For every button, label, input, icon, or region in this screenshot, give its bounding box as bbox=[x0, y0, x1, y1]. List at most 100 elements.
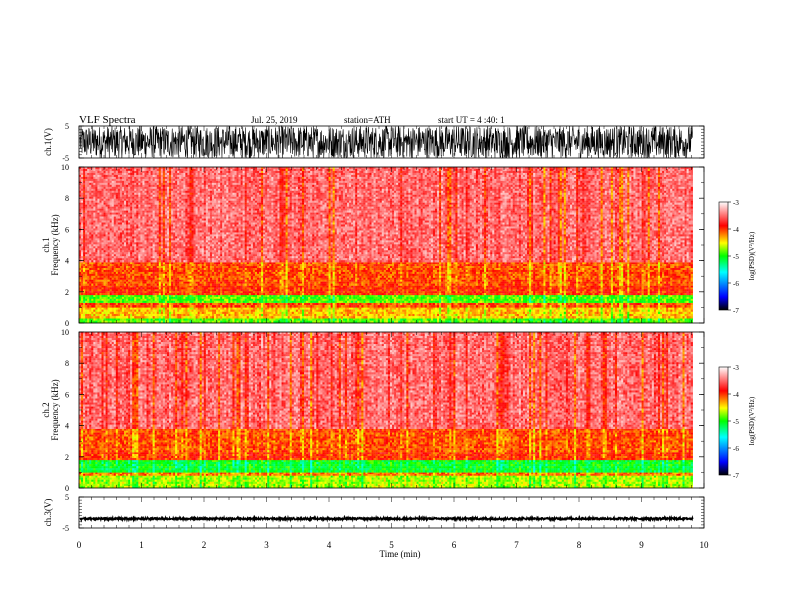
ch1-spectrogram-cell bbox=[572, 301, 574, 303]
ch1-spectrogram-cell bbox=[247, 310, 249, 312]
ch1-spectrogram-cell bbox=[568, 303, 570, 306]
ch1-spectrogram-cell bbox=[241, 295, 243, 297]
ch1-spectrogram-cell bbox=[507, 305, 509, 308]
ch1-spectrogram-cell bbox=[517, 312, 519, 314]
ch1-spectrogram-cell bbox=[138, 316, 140, 318]
ch1-spectrogram-cell bbox=[472, 314, 474, 316]
ch1-spectrogram-cell bbox=[365, 307, 367, 309]
ch1-spectrogram-cell bbox=[685, 303, 687, 306]
ch1-spectrogram-cell bbox=[595, 303, 597, 306]
ch1-spectrogram-cell bbox=[478, 316, 480, 318]
ch1-spectrogram-cell bbox=[570, 314, 572, 316]
ch1-spectrogram-cell bbox=[237, 310, 239, 312]
ch1-spectrogram-cell bbox=[566, 301, 568, 303]
ch1-spectrogram-cell bbox=[609, 305, 611, 308]
ch1-spectrogram-cell bbox=[302, 297, 304, 299]
ch1-spectrogram-cell bbox=[181, 305, 183, 308]
ch1-spectrogram-cell bbox=[351, 305, 353, 308]
ch1-spectrogram-cell bbox=[539, 310, 541, 312]
ch1-spectrogram-cell bbox=[525, 301, 527, 303]
ch1-spectrogram-cell bbox=[531, 307, 533, 309]
ch1-spectrogram-cell bbox=[374, 318, 376, 321]
ch1-spectrogram-cell bbox=[128, 303, 130, 306]
ch1-spectrogram-cell bbox=[623, 316, 625, 318]
ch1-spectrogram-cell bbox=[155, 299, 157, 301]
ch1-spectrogram-cell bbox=[151, 307, 153, 309]
ch1-spectrogram-cell bbox=[187, 297, 189, 299]
ch1-spectrogram-cell bbox=[588, 316, 590, 318]
ch1-spectrogram-cell bbox=[421, 295, 423, 297]
ch1-spectrogram-cell bbox=[241, 303, 243, 306]
ch1-spectrogram-cell bbox=[523, 299, 525, 301]
ch1-spectrogram-cell bbox=[204, 312, 206, 314]
ch1-spectrogram-cell bbox=[294, 310, 296, 312]
ch1-spectrogram-cell bbox=[423, 307, 425, 309]
ch1-spectrogram-cell bbox=[376, 318, 378, 321]
ch1-spectrogram-cell bbox=[263, 318, 265, 321]
ch1-spectrogram-cell bbox=[445, 301, 447, 303]
ch1-spectrogram-cell bbox=[320, 303, 322, 306]
ch1-spectrogram-cell bbox=[106, 301, 108, 303]
ch1-spectrogram-cell bbox=[335, 301, 337, 303]
ch1-spectrogram-cell bbox=[144, 314, 146, 316]
ch1-spectrogram-cell bbox=[425, 318, 427, 321]
ch1-spectrogram-cell bbox=[370, 310, 372, 312]
ch1-spectrogram-cell bbox=[232, 301, 234, 303]
ch1-spectrogram-cell bbox=[507, 314, 509, 316]
ch1-spectrogram-cell bbox=[251, 297, 253, 299]
ch1-spectrogram-cell bbox=[337, 301, 339, 303]
ch1-spectrogram-cell bbox=[237, 295, 239, 297]
ch1-spectrogram-cell bbox=[97, 291, 99, 293]
ch1-spectrogram-cell bbox=[310, 318, 312, 321]
ch1-spectrogram-cell bbox=[531, 310, 533, 312]
ch1-spectrogram-cell bbox=[564, 307, 566, 309]
ch1-spectrogram-cell bbox=[185, 303, 187, 306]
ch1-spectrogram-cell bbox=[349, 312, 351, 314]
ch1-spectrogram-cell bbox=[431, 305, 433, 308]
ch1-spectrogram-cell bbox=[453, 295, 455, 297]
ch1-spectrogram-cell bbox=[445, 318, 447, 321]
ch1-spectrogram-cell bbox=[558, 297, 560, 299]
ch1-spectrogram-cell bbox=[435, 297, 437, 299]
ch1-spectrogram-cell bbox=[505, 295, 507, 297]
ch1-spectrogram-cell bbox=[259, 297, 261, 299]
ch1-spectrogram-cell bbox=[81, 287, 83, 289]
ch1-spectrogram-cell bbox=[527, 299, 529, 301]
ch1-spectrogram-cell bbox=[112, 297, 114, 299]
ch1-spectrogram-cell bbox=[296, 297, 298, 299]
ch1-spectrogram-cell bbox=[124, 307, 126, 309]
ch1-spectrogram-cell bbox=[163, 297, 165, 299]
ch1-spectrogram-cell bbox=[144, 307, 146, 309]
ch1-spectrogram-cell bbox=[261, 314, 263, 316]
ch1-spectrogram-cell bbox=[646, 297, 648, 299]
ch1-spectrogram-cell bbox=[312, 303, 314, 306]
ch1-spectrogram-cell bbox=[85, 307, 87, 309]
ch1-spectrogram-cell bbox=[558, 295, 560, 297]
ch1-spectrogram-cell bbox=[95, 286, 97, 288]
ch1-spectrogram-cell bbox=[560, 303, 562, 306]
ch1-spectrogram-cell bbox=[304, 307, 306, 309]
ch1-spectrogram-cell bbox=[130, 318, 132, 321]
ch1-spectrogram-cell bbox=[359, 307, 361, 309]
ch1-spectrogram-cell bbox=[355, 301, 357, 303]
ch1-spectrogram-cell bbox=[486, 307, 488, 309]
ch1-spectrogram-cell bbox=[515, 295, 517, 297]
ch1-spectrogram-cell bbox=[572, 307, 574, 309]
ch1-spectrogram-cell bbox=[286, 318, 288, 321]
ch1-spectrogram-cell bbox=[165, 297, 167, 299]
ch1-spectrogram-cell bbox=[545, 318, 547, 321]
ch1-spectrogram-cell bbox=[517, 297, 519, 299]
ch1-spectrogram-cell bbox=[656, 316, 658, 318]
ch1-spectrogram-cell bbox=[470, 301, 472, 303]
ch1-spectrogram-cell bbox=[192, 310, 194, 312]
ch1-spectrogram-cell bbox=[120, 301, 122, 303]
ch1-spectrogram-cell bbox=[578, 318, 580, 321]
ch1-spectrogram-cell bbox=[390, 307, 392, 309]
ch1-spectrogram-cell bbox=[163, 303, 165, 306]
ch1-spectrogram-cell bbox=[691, 316, 693, 318]
ch1-spectrogram-cell bbox=[384, 310, 386, 312]
ch1-spectrogram-cell bbox=[173, 318, 175, 321]
ch1-spectrogram-cell bbox=[529, 307, 531, 309]
ch1-spectrogram-cell bbox=[492, 312, 494, 314]
ch1-spectrogram-cell bbox=[656, 318, 658, 321]
